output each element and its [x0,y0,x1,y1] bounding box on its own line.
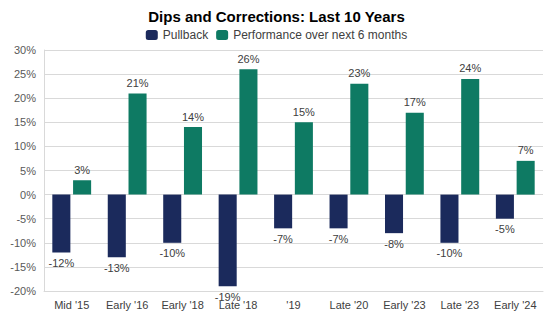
svg-text:-19%: -19% [215,291,241,303]
svg-text:21%: 21% [127,77,149,89]
svg-text:Late '20: Late '20 [330,299,369,311]
svg-text:Late '23: Late '23 [440,299,479,311]
svg-text:-10%: -10% [159,247,185,259]
svg-text:-7%: -7% [329,233,349,245]
svg-text:-15%: -15% [10,261,36,273]
svg-text:Performance over next 6 months: Performance over next 6 months [233,28,407,42]
svg-text:15%: 15% [14,116,36,128]
svg-text:Early '23: Early '23 [383,299,425,311]
svg-text:26%: 26% [237,53,259,65]
svg-text:30%: 30% [14,44,36,56]
svg-text:5%: 5% [20,165,36,177]
svg-text:10%: 10% [14,140,36,152]
svg-text:14%: 14% [182,111,204,123]
svg-text:23%: 23% [348,67,370,79]
svg-text:15%: 15% [293,106,315,118]
svg-text:24%: 24% [459,62,481,74]
svg-text:Early '16: Early '16 [106,299,148,311]
svg-text:-20%: -20% [10,285,36,297]
svg-text:-5%: -5% [495,223,515,235]
svg-text:'19: '19 [286,299,300,311]
svg-text:Dips and Corrections: Last 10: Dips and Corrections: Last 10 Years [148,8,405,25]
svg-text:-10%: -10% [10,237,36,249]
svg-text:Late '18: Late '18 [218,298,258,311]
svg-text:-12%: -12% [48,257,74,269]
svg-text:0%: 0% [20,189,36,201]
svg-text:3%: 3% [74,164,90,176]
svg-text:-8%: -8% [384,238,404,250]
svg-text:Mid '15: Mid '15 [54,299,89,311]
svg-text:-13%: -13% [104,262,130,274]
svg-text:-5%: -5% [16,213,36,225]
svg-text:17%: 17% [404,96,426,108]
svg-text:-10%: -10% [437,247,463,259]
svg-text:25%: 25% [14,68,36,80]
svg-text:Early '18: Early '18 [161,299,203,311]
svg-text:-7%: -7% [273,233,293,245]
svg-text:Early '24: Early '24 [494,299,536,311]
svg-text:20%: 20% [14,92,36,104]
svg-text:Pullback: Pullback [163,28,209,42]
svg-text:7%: 7% [518,144,534,156]
